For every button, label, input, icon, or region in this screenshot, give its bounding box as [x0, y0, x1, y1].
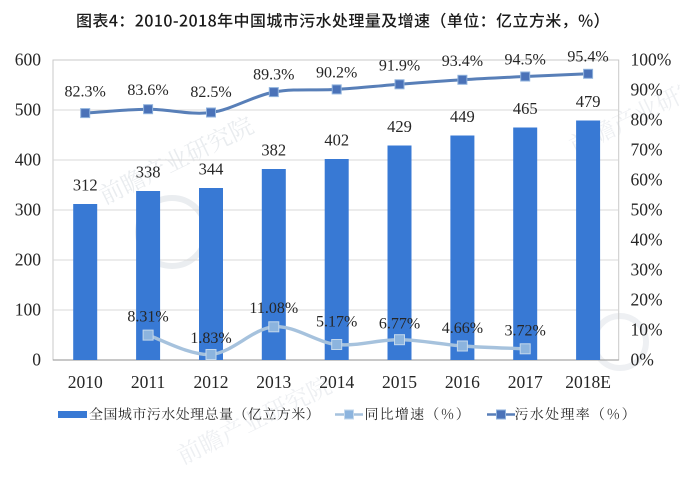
svg-text:312: 312 [73, 176, 98, 195]
svg-text:93.4%: 93.4% [442, 53, 483, 70]
svg-text:100: 100 [15, 300, 42, 320]
svg-text:465: 465 [513, 99, 538, 118]
svg-text:82.3%: 82.3% [65, 84, 106, 101]
svg-text:90.2%: 90.2% [316, 65, 357, 82]
svg-text:8.31%: 8.31% [127, 309, 168, 326]
svg-text:60%: 60% [631, 170, 663, 190]
svg-text:382: 382 [261, 141, 286, 160]
svg-text:2016: 2016 [445, 372, 480, 392]
svg-text:500: 500 [15, 100, 42, 120]
svg-text:2014: 2014 [319, 372, 354, 392]
svg-text:2015: 2015 [382, 372, 417, 392]
svg-text:300: 300 [15, 200, 42, 220]
svg-text:2018E: 2018E [565, 372, 611, 392]
svg-text:6.77%: 6.77% [379, 316, 420, 333]
svg-text:82.5%: 82.5% [190, 84, 231, 101]
svg-text:3.72%: 3.72% [505, 323, 546, 340]
svg-text:20%: 20% [631, 290, 663, 310]
svg-text:338: 338 [136, 163, 161, 182]
svg-text:95.4%: 95.4% [567, 49, 608, 66]
svg-text:91.9%: 91.9% [379, 58, 420, 75]
svg-text:600: 600 [15, 50, 42, 70]
svg-text:83.6%: 83.6% [127, 82, 168, 99]
svg-text:70%: 70% [631, 140, 663, 160]
svg-text:100%: 100% [631, 50, 672, 70]
svg-text:0: 0 [32, 350, 41, 370]
svg-text:10%: 10% [631, 320, 663, 340]
svg-text:402: 402 [324, 131, 349, 150]
svg-text:11.08%: 11.08% [249, 300, 298, 317]
svg-text:344: 344 [199, 160, 224, 179]
svg-text:479: 479 [576, 92, 601, 111]
svg-text:2012: 2012 [194, 372, 229, 392]
svg-text:2011: 2011 [131, 372, 165, 392]
svg-text:90%: 90% [631, 80, 663, 100]
svg-text:200: 200 [15, 250, 42, 270]
svg-text:2013: 2013 [256, 372, 291, 392]
svg-text:2010: 2010 [68, 372, 103, 392]
svg-text:1.83%: 1.83% [190, 330, 231, 347]
svg-text:40%: 40% [631, 230, 663, 250]
svg-text:5.17%: 5.17% [316, 314, 357, 331]
svg-text:4.66%: 4.66% [442, 320, 483, 337]
svg-text:2017: 2017 [508, 372, 543, 392]
svg-text:449: 449 [450, 107, 475, 126]
svg-text:80%: 80% [631, 110, 663, 130]
svg-text:0%: 0% [631, 350, 654, 370]
svg-text:30%: 30% [631, 260, 663, 280]
svg-text:50%: 50% [631, 200, 663, 220]
svg-text:94.5%: 94.5% [505, 52, 546, 69]
svg-text:89.3%: 89.3% [253, 67, 294, 84]
svg-text:400: 400 [15, 150, 42, 170]
svg-text:429: 429 [387, 117, 412, 136]
